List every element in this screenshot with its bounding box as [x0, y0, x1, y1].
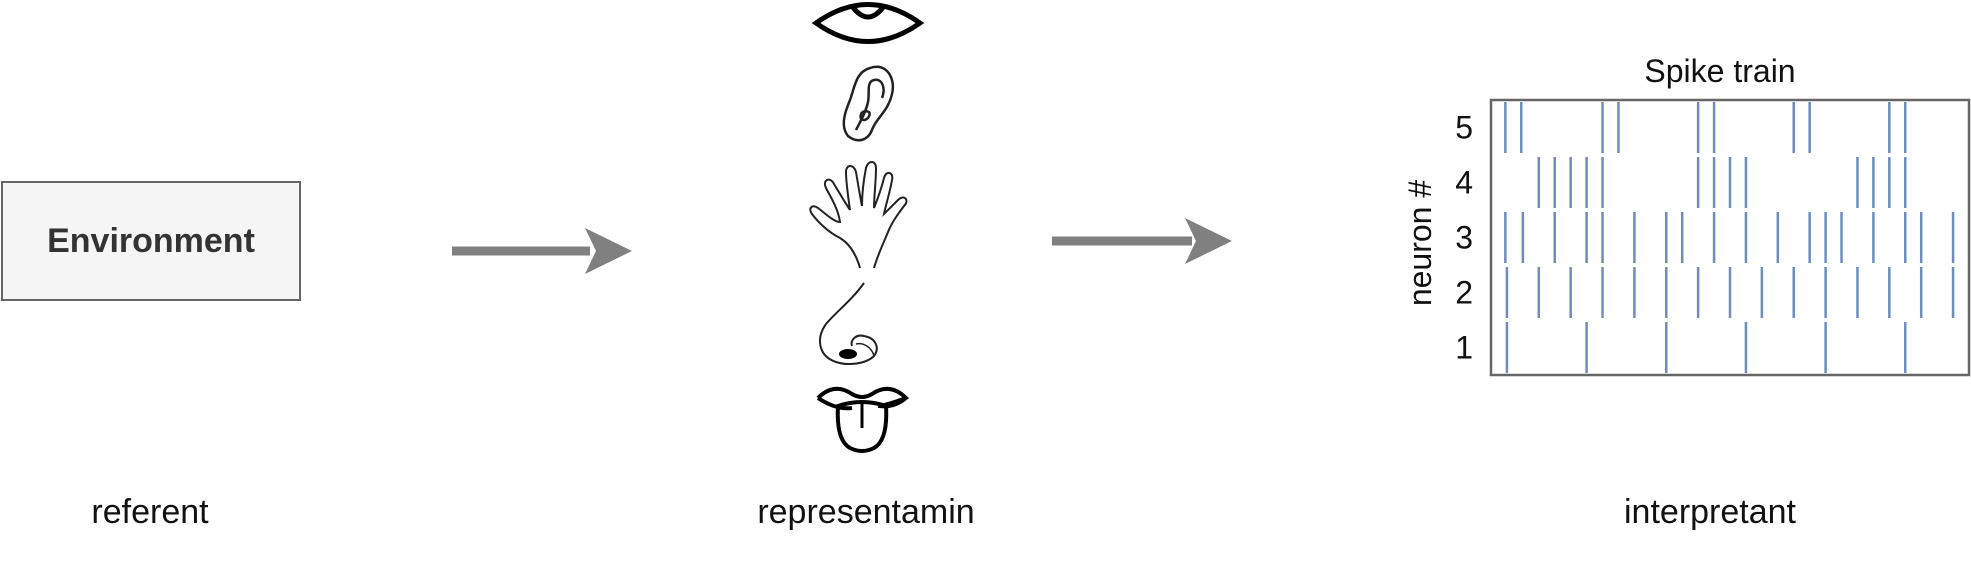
environment-box: Environment	[1, 181, 301, 301]
y-tick-labels: 1 2 3 4 5	[1455, 110, 1473, 366]
environment-label: Environment	[47, 221, 255, 260]
ear-icon	[842, 65, 895, 142]
eye-icon	[811, 2, 925, 44]
y-tick-label-1: 1	[1455, 330, 1473, 366]
y-tick-label-4: 4	[1455, 165, 1473, 201]
tongue-icon	[816, 386, 909, 453]
spike-train-chart: Spike train neuron # 1 2 3 4 5	[1402, 53, 1971, 377]
caption-referent: referent	[91, 493, 209, 531]
y-tick-label-5: 5	[1455, 110, 1473, 146]
spike-marks	[1504, 102, 1955, 373]
caption-representamin: representamin	[757, 493, 975, 531]
chart-frame	[1489, 98, 1971, 377]
chart-title: Spike train	[1644, 53, 1795, 89]
y-tick-label-3: 3	[1455, 220, 1473, 256]
chart-y-axis-label: neuron #	[1402, 180, 1438, 307]
nose-icon	[819, 282, 878, 365]
y-tick-label-2: 2	[1455, 275, 1473, 311]
arrow-referent-to-representamin	[452, 228, 632, 274]
caption-interpretant: interpretant	[1624, 493, 1796, 531]
arrow-representamin-to-interpretant	[1052, 218, 1232, 264]
hand-icon	[809, 161, 908, 269]
